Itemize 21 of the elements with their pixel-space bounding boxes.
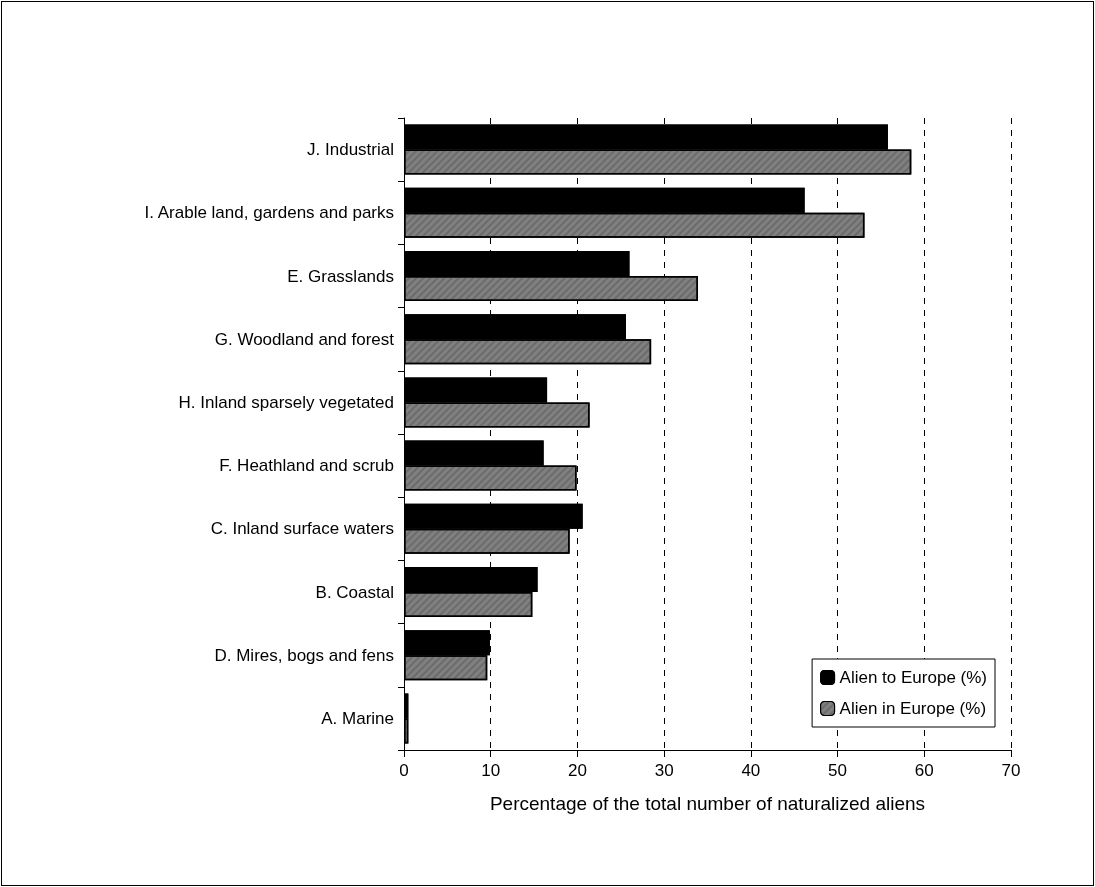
x-axis-title: Percentage of the total number of naturalized aliens xyxy=(489,793,926,814)
y-tick-label: E. Grasslands xyxy=(287,266,394,286)
y-tick-label: A. Marine xyxy=(321,708,394,728)
y-tick-label: J. Industrial xyxy=(307,140,394,160)
x-tick-label: 10 xyxy=(481,761,501,780)
x-tick-label: 50 xyxy=(828,761,848,780)
x-tick-label: 30 xyxy=(654,761,674,780)
y-tick-label: C. Inland surface waters xyxy=(210,519,394,539)
legend-label: Alien in Europe (%) xyxy=(839,699,987,718)
x-tick-label: 40 xyxy=(741,761,761,780)
legend-label: Alien to Europe (%) xyxy=(839,668,987,687)
x-tick-label: 20 xyxy=(567,761,587,780)
y-tick-label: H. Inland sparsely vegetated xyxy=(178,392,394,412)
x-tick-label: 60 xyxy=(914,761,934,780)
x-tick-label: 0 xyxy=(399,761,409,780)
y-tick-label: B. Coastal xyxy=(315,582,394,602)
x-tick-label: 70 xyxy=(1001,761,1021,780)
y-tick-label: G. Woodland and forest xyxy=(214,329,395,349)
y-tick-label: F. Heathland and scrub xyxy=(219,456,394,476)
y-tick-label: I. Arable land, gardens and parks xyxy=(144,203,394,223)
y-tick-label: D. Mires, bogs and fens xyxy=(214,645,394,665)
